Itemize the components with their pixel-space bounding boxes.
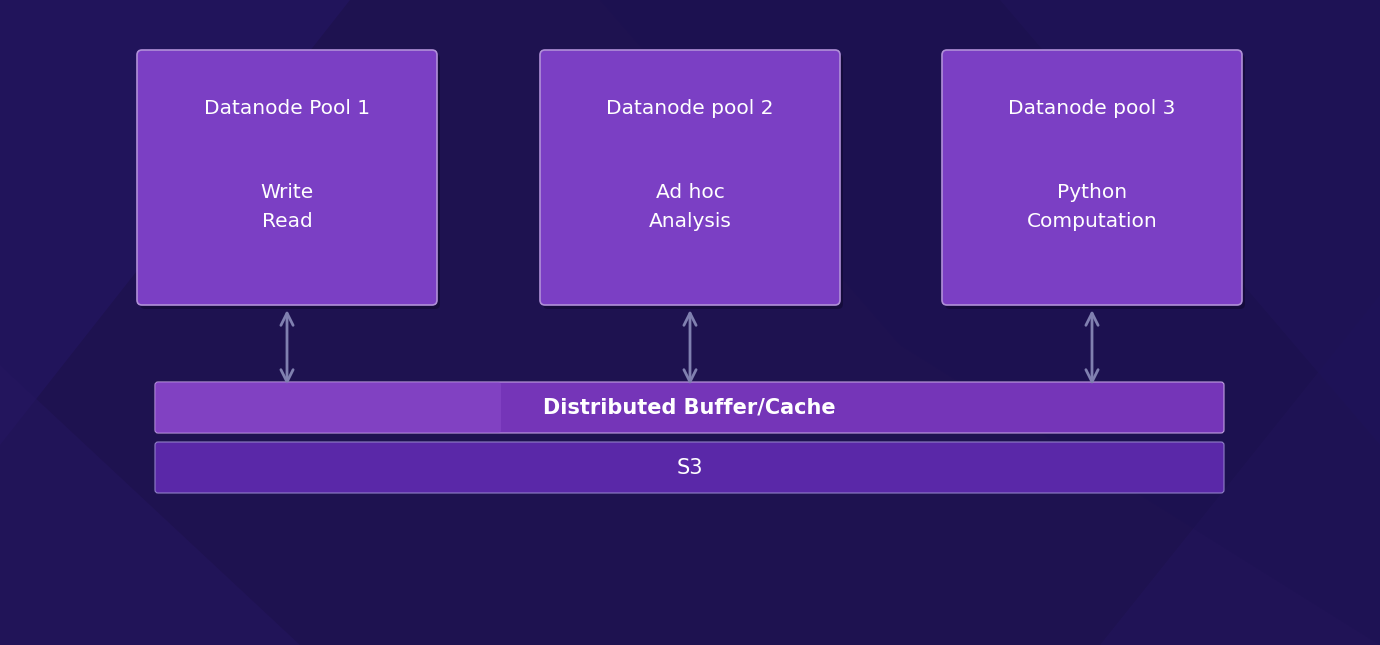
Text: Datanode pool 3: Datanode pool 3 [1009, 99, 1176, 119]
FancyBboxPatch shape [139, 54, 440, 309]
Text: Ad hoc
Analysis: Ad hoc Analysis [649, 183, 731, 231]
Text: S3: S3 [676, 457, 702, 477]
FancyBboxPatch shape [155, 442, 1224, 493]
Text: Python
Computation: Python Computation [1027, 183, 1158, 231]
FancyBboxPatch shape [542, 54, 843, 309]
Text: Datanode pool 2: Datanode pool 2 [606, 99, 774, 119]
Polygon shape [0, 365, 299, 645]
FancyBboxPatch shape [155, 382, 501, 433]
Polygon shape [1100, 295, 1380, 645]
FancyBboxPatch shape [945, 54, 1245, 309]
Polygon shape [600, 0, 1380, 645]
FancyBboxPatch shape [155, 382, 1224, 433]
FancyBboxPatch shape [137, 50, 437, 305]
Text: Write
Read: Write Read [261, 183, 313, 231]
Polygon shape [1000, 0, 1380, 445]
Polygon shape [0, 0, 351, 445]
FancyBboxPatch shape [540, 50, 840, 305]
Text: Distributed Buffer/Cache: Distributed Buffer/Cache [544, 397, 836, 417]
FancyBboxPatch shape [943, 50, 1242, 305]
Text: Datanode Pool 1: Datanode Pool 1 [204, 99, 370, 119]
